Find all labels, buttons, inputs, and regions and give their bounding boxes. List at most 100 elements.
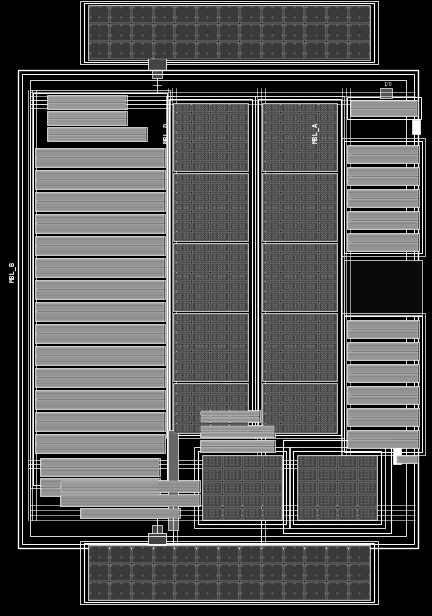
Bar [263, 323, 280, 332]
Bar [262, 103, 337, 171]
Bar [319, 323, 337, 332]
Bar [300, 183, 318, 192]
Bar [132, 582, 152, 599]
Bar [358, 455, 377, 468]
Bar [36, 368, 164, 377]
Bar [242, 495, 261, 506]
Bar [35, 434, 165, 453]
Bar [230, 193, 248, 201]
Bar [35, 192, 165, 211]
Bar [300, 342, 318, 351]
Bar [300, 394, 318, 402]
Bar [351, 100, 417, 108]
Bar [47, 111, 127, 125]
Bar [36, 224, 164, 232]
Bar [174, 323, 191, 332]
Bar [348, 395, 418, 403]
Bar [89, 582, 109, 599]
Bar [36, 312, 164, 320]
Bar [222, 495, 241, 506]
Bar [344, 141, 422, 253]
Bar [197, 24, 218, 41]
Bar [327, 42, 348, 60]
Bar [230, 333, 248, 342]
Bar [174, 103, 191, 112]
Bar [48, 128, 146, 134]
Bar [351, 108, 417, 116]
Bar [132, 546, 152, 563]
Bar [281, 413, 299, 423]
Bar [263, 152, 280, 161]
Bar [281, 183, 299, 192]
Bar [211, 174, 229, 182]
Bar [281, 263, 299, 272]
Bar [281, 152, 299, 161]
Bar [36, 290, 164, 299]
Bar [36, 237, 164, 245]
Bar [211, 183, 229, 192]
Bar [35, 412, 165, 431]
Bar [319, 263, 337, 272]
Bar [327, 24, 348, 41]
Bar [240, 546, 261, 563]
Bar [211, 162, 229, 171]
Bar [61, 480, 199, 492]
Bar [284, 24, 305, 41]
Bar [300, 372, 318, 381]
Bar [263, 243, 280, 252]
Bar [300, 253, 318, 262]
Bar [211, 394, 229, 402]
Bar [349, 546, 369, 563]
Bar [192, 352, 210, 361]
Bar [197, 582, 218, 599]
Bar [242, 508, 261, 519]
Bar [319, 403, 337, 413]
Bar [347, 167, 419, 185]
Bar [281, 193, 299, 201]
Bar [298, 482, 317, 493]
Bar [197, 546, 218, 563]
Bar [36, 422, 164, 431]
Bar [263, 302, 280, 310]
Bar [148, 58, 166, 70]
Bar [230, 372, 248, 381]
Bar [281, 403, 299, 413]
Bar [84, 3, 374, 62]
Bar [263, 103, 280, 112]
Bar [348, 168, 418, 176]
Bar [300, 142, 318, 151]
Bar [219, 582, 239, 599]
Bar [192, 132, 210, 141]
Bar [358, 482, 377, 493]
Bar [211, 292, 229, 301]
Bar [305, 582, 326, 599]
Bar [152, 70, 162, 78]
Bar [174, 152, 191, 161]
Bar [393, 446, 401, 464]
Bar [132, 564, 152, 581]
Bar [211, 113, 229, 122]
Bar [192, 152, 210, 161]
Bar [263, 253, 280, 262]
Bar [192, 243, 210, 252]
Bar [110, 42, 131, 60]
Bar [349, 42, 369, 60]
Bar [201, 410, 259, 416]
Bar [300, 123, 318, 132]
Bar [174, 342, 191, 351]
Bar [174, 253, 191, 262]
Bar [60, 480, 200, 492]
Bar [230, 263, 248, 272]
Bar [348, 145, 418, 153]
Bar [80, 541, 378, 604]
Bar [358, 495, 377, 506]
Bar [192, 183, 210, 192]
Bar [281, 282, 299, 291]
Bar [327, 6, 348, 23]
Bar [35, 170, 165, 189]
Bar [318, 495, 337, 506]
Bar [263, 482, 282, 493]
Bar [211, 263, 229, 272]
Bar [36, 325, 164, 333]
Bar [60, 494, 200, 506]
